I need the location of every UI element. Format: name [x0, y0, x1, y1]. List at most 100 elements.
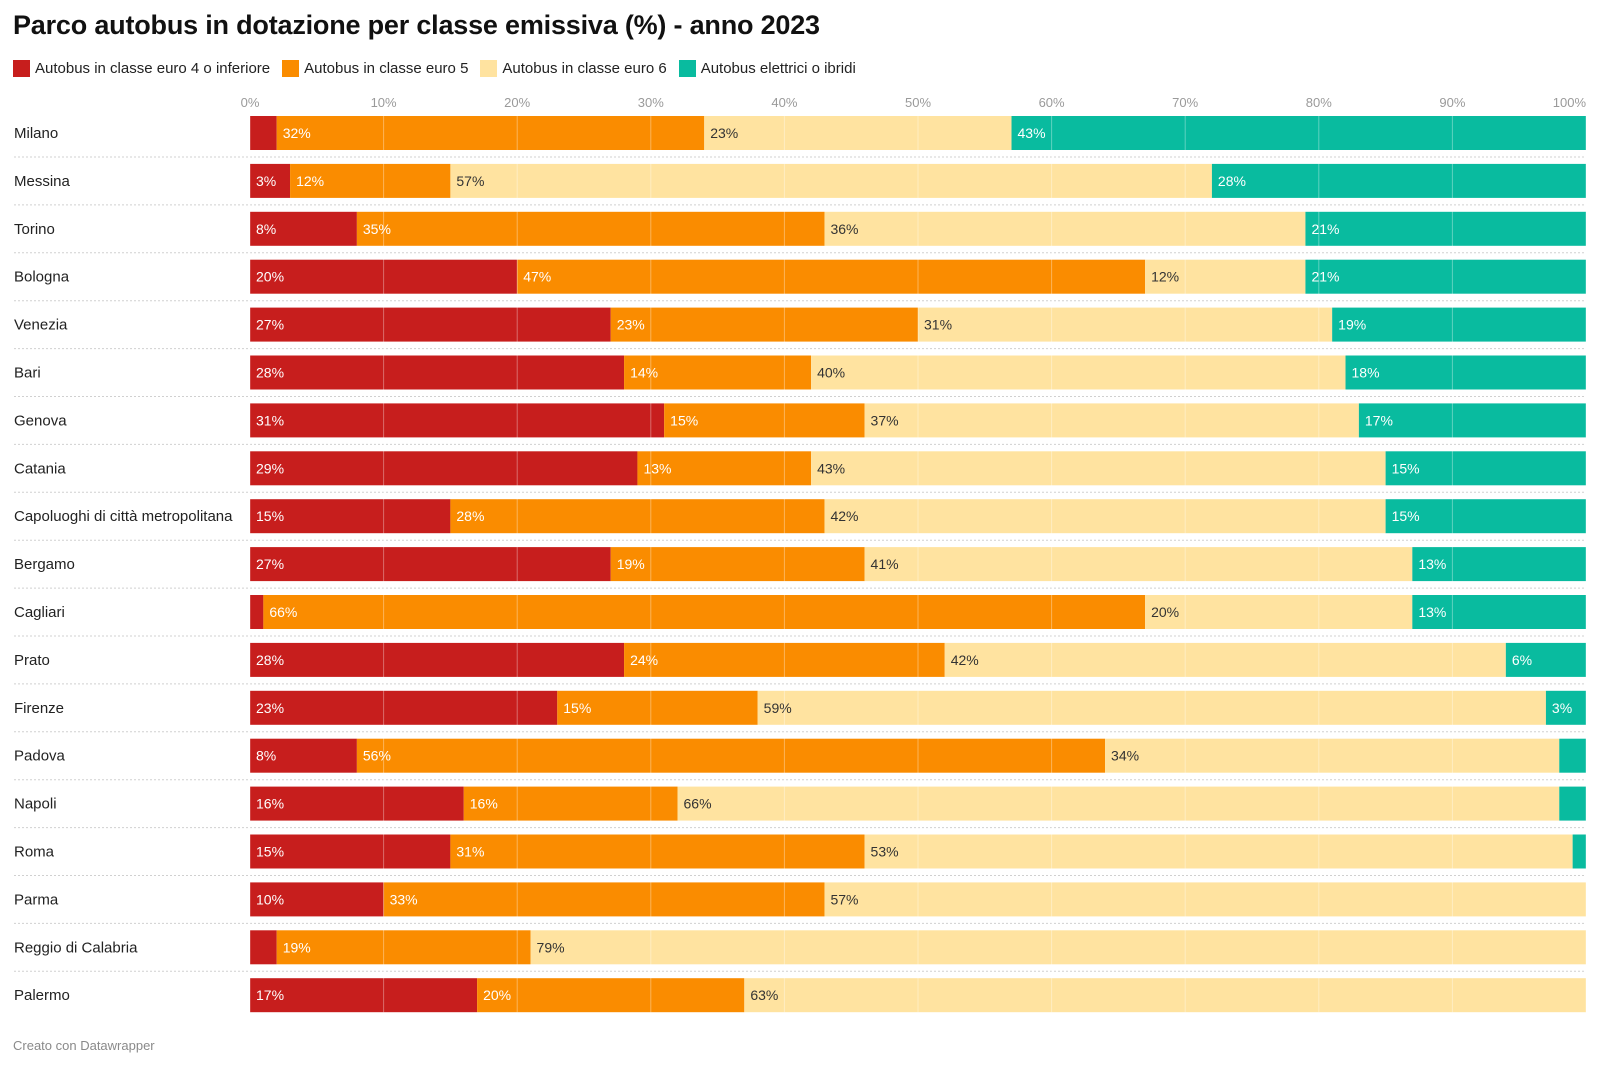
data-label: 31%: [256, 412, 284, 428]
data-label: 15%: [1392, 460, 1420, 476]
bar-segment: [1305, 211, 1586, 246]
category-label: Bari: [14, 365, 41, 382]
data-label: 18%: [1352, 365, 1380, 381]
bar-segment: [624, 355, 812, 390]
bar-segment: [624, 642, 945, 677]
data-label: 47%: [523, 269, 551, 285]
bar-segment: [1105, 738, 1560, 773]
data-label: 15%: [256, 508, 284, 524]
data-label: 27%: [256, 556, 284, 572]
data-label: 42%: [830, 508, 858, 524]
bar-segment: [610, 547, 865, 582]
legend-swatch: [282, 59, 300, 77]
bar-segment: [1145, 595, 1413, 629]
bar-segment: [250, 834, 451, 869]
x-tick-label: 0%: [241, 95, 260, 110]
data-label: 28%: [256, 365, 284, 381]
data-label: 19%: [617, 556, 645, 572]
data-label: 8%: [256, 221, 276, 237]
data-label: 31%: [456, 844, 484, 860]
data-label: 12%: [296, 173, 324, 189]
bar-segment: [450, 499, 825, 534]
data-label: 13%: [643, 460, 671, 476]
legend-item: Autobus in classe euro 6: [480, 59, 667, 77]
category-label: Milano: [14, 125, 58, 142]
data-label: 53%: [871, 844, 899, 860]
bar-segment: [864, 403, 1359, 438]
bar-segment: [250, 978, 478, 1013]
category-label: Genova: [14, 412, 67, 429]
x-tick-label: 30%: [638, 95, 664, 110]
chart-legend: Autobus in classe euro 4 o inferiore Auto…: [13, 57, 868, 79]
category-label: Bergamo: [14, 556, 75, 573]
bar-segment: [811, 451, 1386, 486]
data-label: 41%: [871, 556, 899, 572]
bar-segment: [1559, 738, 1586, 773]
bar-segment: [1145, 259, 1306, 294]
legend-swatch: [480, 59, 498, 77]
bar-segment: [250, 163, 291, 198]
data-label: 20%: [1151, 604, 1179, 620]
bar-segment: [463, 786, 678, 821]
bar-segment: [1545, 690, 1586, 725]
legend-swatch: [678, 59, 696, 77]
bar-segment: [610, 307, 918, 342]
data-label: 20%: [256, 269, 284, 285]
category-label: Capoluoghi di città metropolitana: [14, 508, 233, 525]
legend-swatch: [13, 59, 30, 77]
data-label: 37%: [871, 412, 899, 428]
data-label: 10%: [256, 891, 284, 907]
data-label: 19%: [283, 939, 311, 955]
data-label: 57%: [456, 173, 484, 189]
category-label: Reggio di Calabria: [14, 939, 138, 956]
bar-segment: [250, 499, 451, 534]
data-label: 14%: [630, 365, 658, 381]
category-label: Napoli: [14, 796, 57, 813]
bar-segment: [250, 259, 518, 294]
bar-segment: [250, 403, 665, 438]
bar-segment: [250, 547, 611, 582]
legend-item: Autobus in classe euro 4 o inferiore: [13, 59, 270, 77]
data-label: 42%: [951, 652, 979, 668]
data-label: 21%: [1311, 269, 1339, 285]
category-label: Prato: [14, 652, 50, 669]
bar-segment: [383, 882, 825, 917]
data-label: 56%: [363, 748, 391, 764]
bar-segment: [250, 786, 464, 821]
category-label: Cagliari: [14, 604, 65, 621]
bar-segment: [918, 307, 1333, 342]
data-label: 40%: [817, 365, 845, 381]
data-label: 6%: [1512, 652, 1532, 668]
data-label: 35%: [363, 221, 391, 237]
x-tick-label: 20%: [504, 95, 530, 110]
data-label: 23%: [710, 125, 738, 141]
data-label: 15%: [563, 700, 591, 716]
x-tick-label: 100%: [1553, 95, 1587, 110]
legend-label: Autobus in classe euro 5: [304, 59, 469, 77]
data-label: 36%: [830, 221, 858, 237]
category-label: Bologna: [14, 269, 70, 286]
data-label: 21%: [1311, 221, 1339, 237]
bar-segment: [250, 930, 277, 965]
data-label: 34%: [1111, 748, 1139, 764]
data-label: 23%: [617, 317, 645, 333]
bar-segment: [250, 882, 384, 917]
legend-item: Autobus in classe euro 5: [282, 59, 469, 77]
bar-segment: [276, 930, 531, 965]
category-label: Messina: [14, 173, 71, 190]
chart-title: Parco autobus in dotazione per classe em…: [13, 10, 820, 40]
data-label: 66%: [269, 604, 297, 620]
data-label: 17%: [1365, 412, 1393, 428]
bar-segment: [250, 595, 264, 629]
category-label: Parma: [14, 891, 59, 908]
bar-segment: [1385, 499, 1586, 534]
bar-segment: [250, 451, 638, 486]
category-label: Catania: [14, 460, 66, 477]
data-label: 66%: [684, 796, 712, 812]
bar-segment: [1358, 403, 1586, 438]
legend-label: Autobus elettrici o ibridi: [700, 59, 856, 77]
bar-segment: [864, 834, 1573, 869]
bar-segment: [530, 930, 1586, 965]
bar-segment: [250, 642, 625, 677]
